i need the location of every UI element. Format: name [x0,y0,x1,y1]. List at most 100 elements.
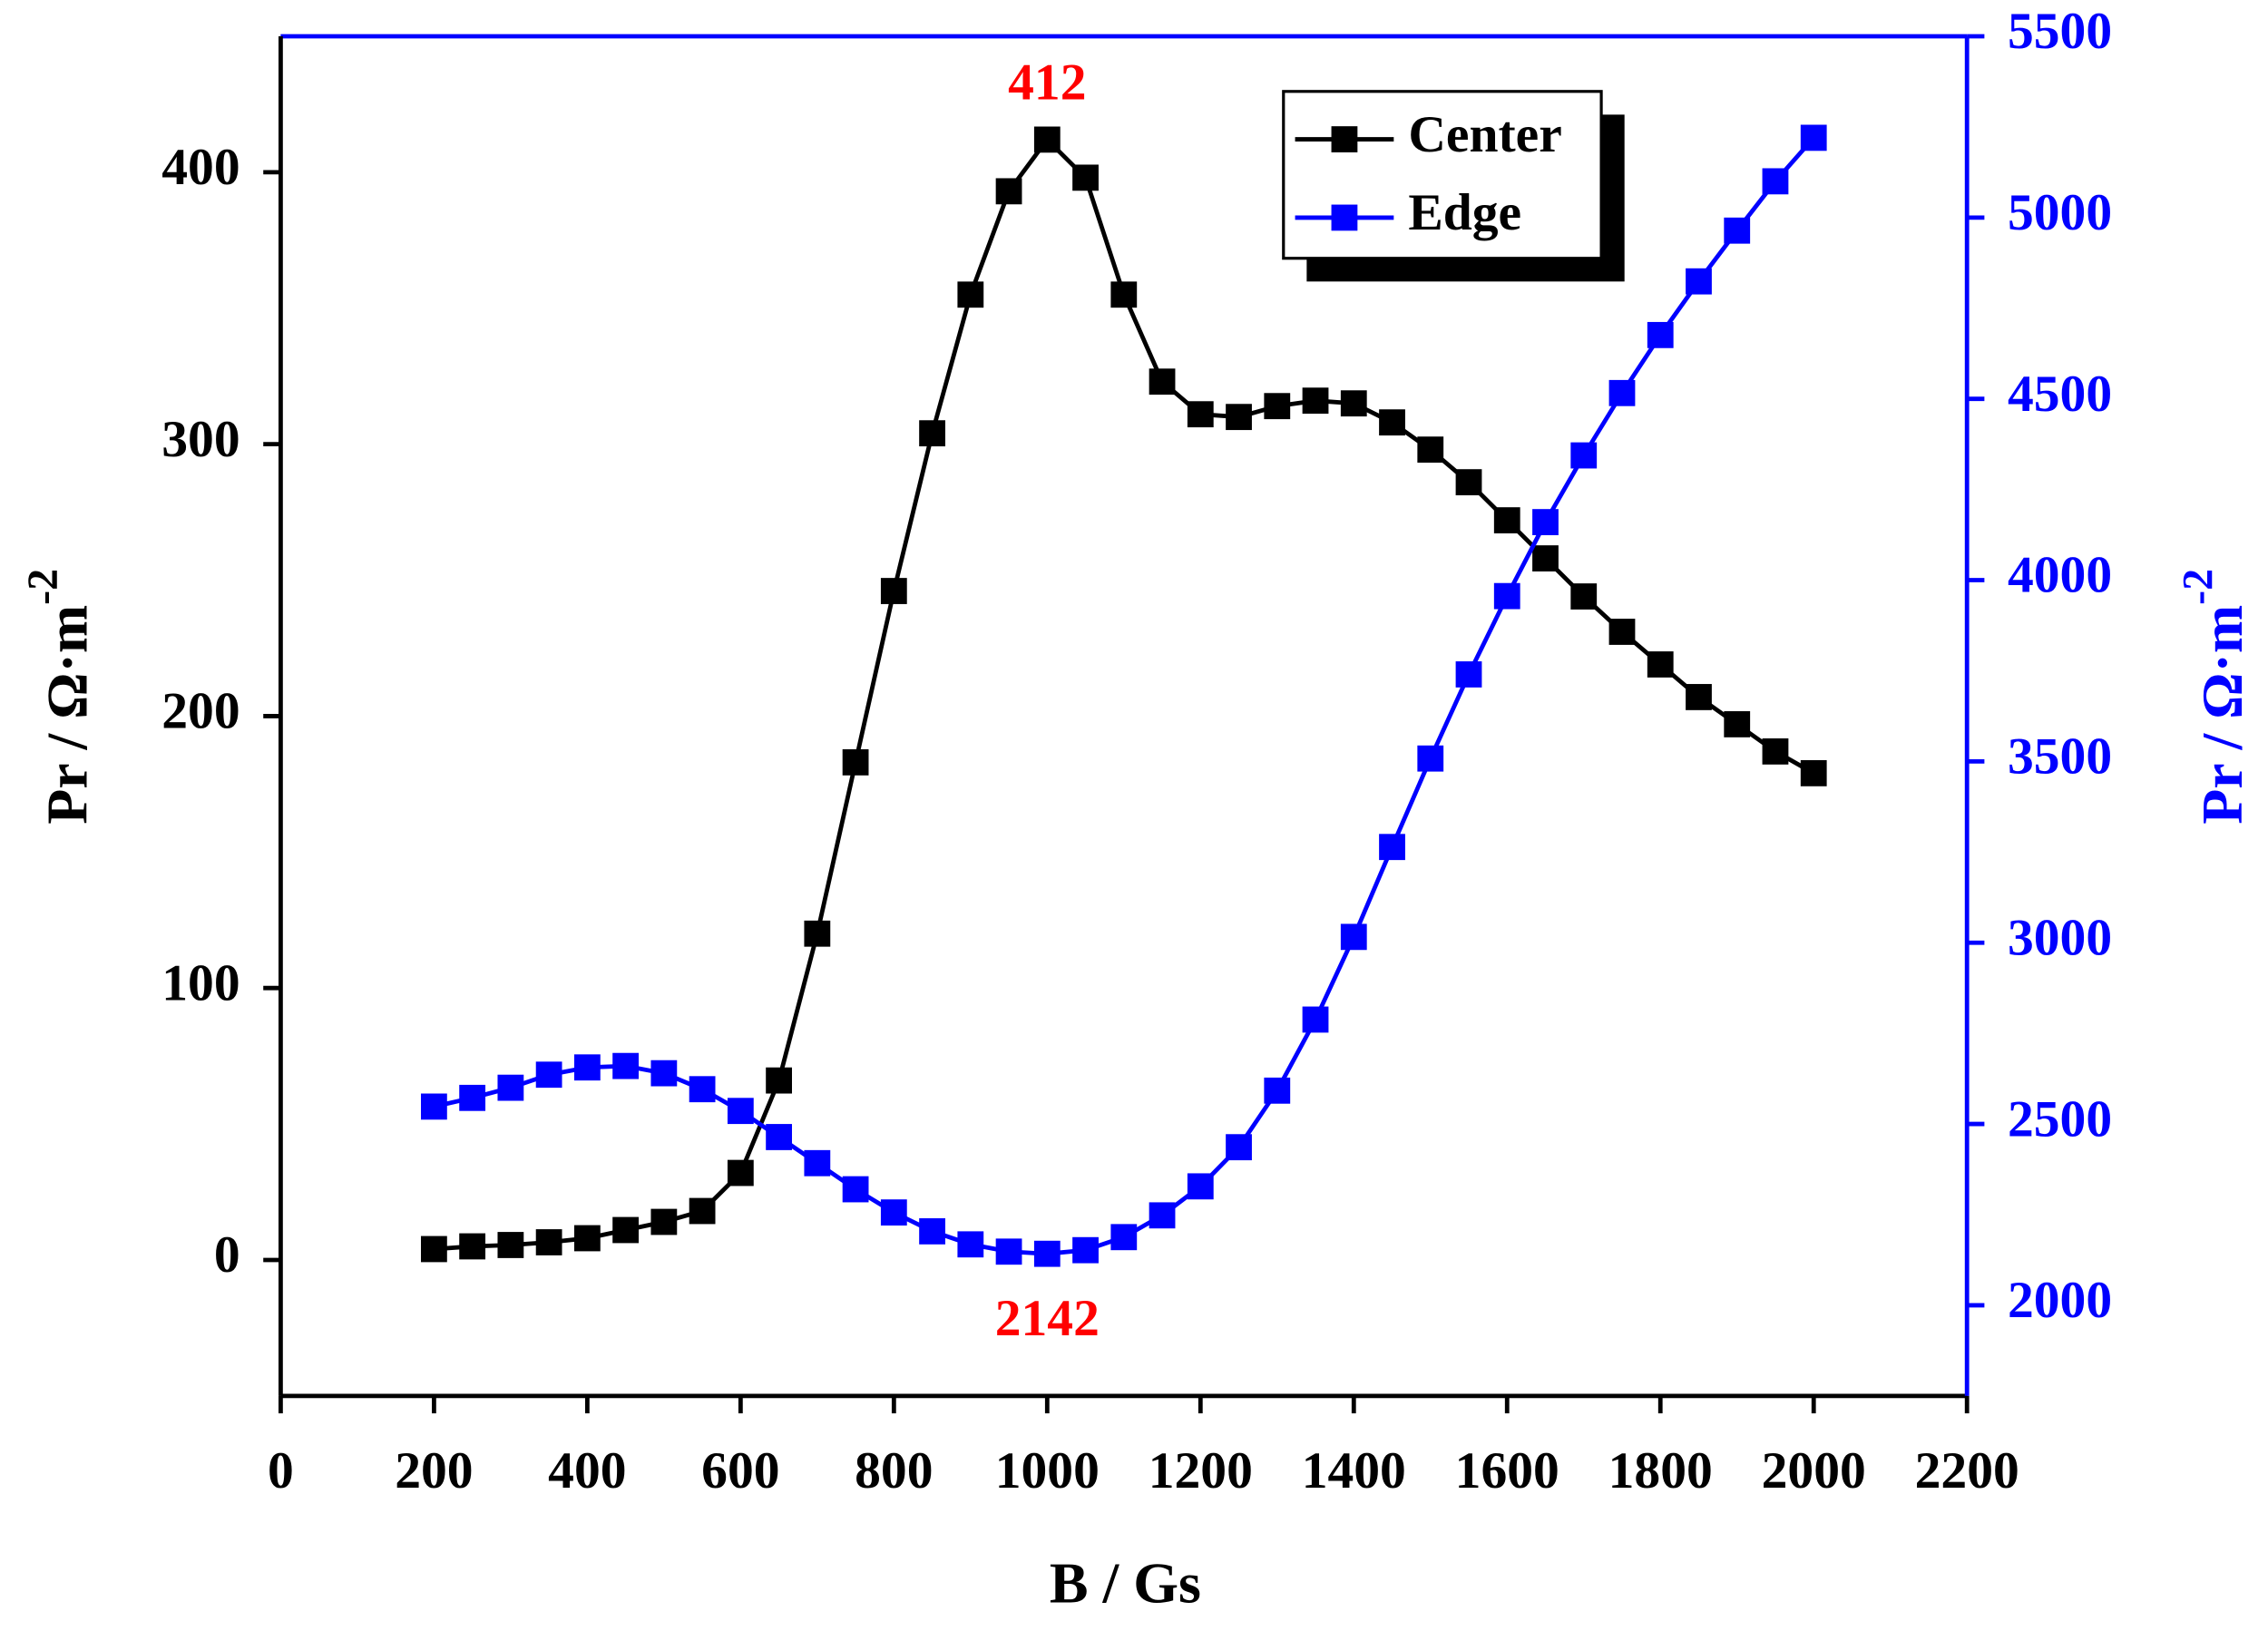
marker [1072,164,1099,191]
marker [420,1235,447,1263]
marker [1800,759,1827,786]
marker [1532,545,1559,571]
y2-tick-label: 2000 [2008,1272,2112,1329]
marker [804,1149,831,1177]
y2-tick-label: 3000 [2008,909,2112,966]
marker [995,178,1022,205]
marker [1264,393,1291,420]
legend-label: Center [1408,106,1561,163]
marker [880,578,907,604]
marker [1493,507,1520,533]
marker [919,420,945,447]
marker [1187,401,1214,428]
marker [1226,1134,1252,1161]
marker [1340,923,1367,951]
marker [842,748,869,776]
marker [1033,126,1061,153]
y2-tick-label: 5000 [2008,184,2112,241]
y-label-sup: -2 [19,569,67,605]
marker [1686,268,1712,295]
x-tick-label: 1800 [1608,1442,1713,1499]
x-tick-label: 800 [855,1442,933,1499]
legend-marker [1331,204,1358,231]
marker [612,1216,640,1244]
y2-tick-label: 5500 [2008,3,2112,60]
marker [1417,436,1444,464]
x-tick-label: 1200 [1149,1442,1253,1499]
marker [1647,651,1674,678]
marker [1302,387,1329,415]
y2-axis-label: Pr / Ω·m-2 [2174,569,2253,825]
y2-tick-label: 4000 [2008,547,2112,604]
x-tick-label: 1600 [1455,1442,1559,1499]
y-tick-label: 100 [161,954,240,1011]
marker [1264,1077,1291,1104]
marker [1149,1202,1176,1229]
y2-tick-label: 4500 [2008,366,2112,423]
y-tick-label: 0 [214,1226,240,1284]
marker [1226,404,1252,431]
marker [1302,1006,1329,1033]
marker [573,1225,601,1252]
marker [689,1197,716,1225]
x-tick-label: 2000 [1762,1442,1866,1499]
marker [727,1159,754,1187]
marker [727,1098,754,1125]
marker [1608,379,1636,406]
y-tick-label: 400 [161,139,240,196]
marker [1379,834,1405,861]
marker [1417,745,1444,772]
y-tick-label: 300 [161,411,240,468]
marker [1724,217,1751,244]
marker [650,1208,678,1235]
marker [1724,711,1751,737]
marker [1762,737,1789,765]
marker [1110,281,1138,308]
x-tick-label: 1000 [995,1442,1100,1499]
marker [573,1054,601,1081]
marker [1608,619,1636,645]
marker [612,1052,640,1079]
marker [804,920,831,947]
marker [1340,390,1367,417]
marker [1800,124,1827,151]
x-tick-label: 400 [548,1442,626,1499]
marker [1379,409,1405,436]
marker [842,1176,869,1203]
marker [650,1060,678,1087]
marker [919,1217,945,1245]
marker [1570,583,1598,610]
marker [497,1074,524,1101]
marker [497,1232,524,1258]
marker [1110,1224,1138,1251]
x-tick-label: 600 [701,1442,779,1499]
marker [1762,168,1789,195]
marker [957,281,984,308]
y2-tick-label: 2500 [2008,1090,2112,1148]
marker [1493,582,1520,610]
marker [535,1229,562,1255]
y2-label-sup: -2 [2174,569,2222,605]
marker [995,1238,1022,1265]
x-tick-label: 200 [395,1442,473,1499]
marker [1570,442,1598,469]
marker [1686,684,1712,710]
marker [1532,509,1559,535]
legend-label: Edge [1408,184,1521,241]
y2-tick-label: 3500 [2008,728,2112,786]
marker [459,1084,486,1111]
marker [1072,1236,1099,1264]
marker [420,1093,447,1120]
marker [1455,661,1482,688]
marker [1455,469,1482,496]
y-tick-label: 200 [161,683,240,740]
legend-marker [1331,126,1358,152]
y-axis-label: Pr / Ω·m-2 [19,569,99,825]
marker [1187,1173,1214,1200]
marker [1647,321,1674,348]
marker [766,1124,792,1150]
y-label-main: Pr / Ω·m [34,605,99,825]
x-axis-label: B / Gs [1050,1550,1201,1615]
annotation: 2142 [995,1290,1100,1347]
